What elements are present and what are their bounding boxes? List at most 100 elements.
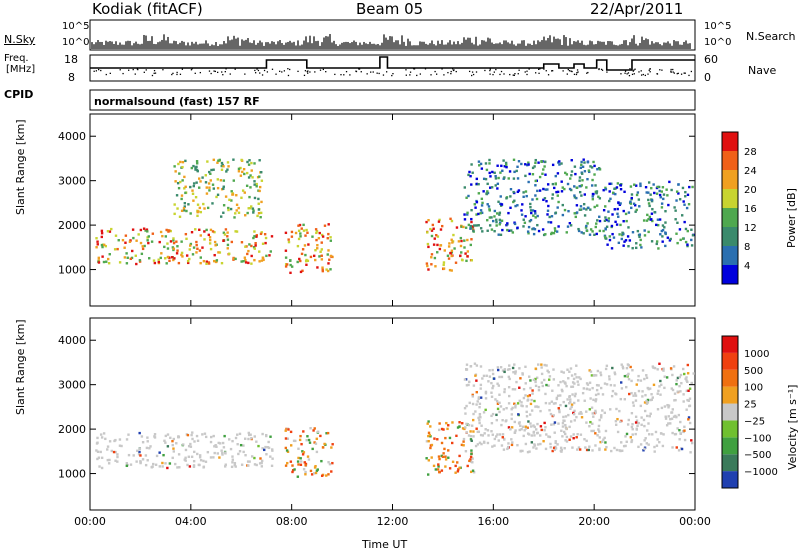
data-cell — [574, 172, 577, 176]
data-cell — [621, 449, 624, 452]
data-cell — [448, 242, 451, 245]
data-cell — [579, 433, 583, 436]
data-cell — [477, 396, 481, 399]
data-cell — [595, 388, 599, 392]
data-cell — [680, 214, 684, 217]
data-cell — [211, 202, 214, 205]
data-cell — [163, 439, 166, 443]
data-cell — [195, 162, 199, 165]
data-cell — [567, 377, 570, 380]
data-cell — [212, 259, 216, 263]
data-cell — [450, 251, 454, 254]
data-cell — [591, 422, 594, 425]
data-cell — [141, 458, 145, 461]
data-cell — [452, 233, 455, 237]
data-cell — [662, 433, 665, 436]
nave-dot — [179, 73, 182, 75]
data-cell — [164, 462, 167, 465]
nave-dot — [181, 68, 184, 70]
data-cell — [174, 462, 177, 466]
data-cell — [604, 205, 607, 208]
data-cell — [541, 228, 545, 231]
data-cell — [542, 187, 545, 191]
data-cell — [631, 433, 634, 436]
data-cell — [608, 182, 611, 186]
data-cell — [637, 421, 640, 425]
data-cell — [469, 460, 473, 463]
data-cell — [254, 242, 257, 245]
nave-dot — [95, 70, 98, 72]
data-cell — [308, 441, 312, 444]
data-cell — [248, 195, 251, 199]
data-cell — [438, 218, 441, 222]
data-cell — [504, 420, 507, 423]
data-cell — [635, 242, 638, 245]
nave-dot — [518, 69, 520, 71]
data-cell — [463, 378, 467, 381]
colorbar-segment — [722, 132, 738, 151]
data-cell — [253, 463, 257, 466]
data-cell — [568, 370, 571, 373]
data-cell — [516, 226, 519, 229]
data-cell — [524, 442, 528, 446]
data-cell — [580, 194, 583, 197]
data-cell — [214, 244, 217, 247]
data-cell — [513, 199, 516, 202]
data-cell — [497, 233, 500, 236]
nave-dot — [575, 73, 578, 76]
nave-dot — [471, 74, 473, 77]
data-cell — [519, 377, 522, 380]
data-cell — [479, 209, 483, 212]
nave-dot — [358, 68, 361, 70]
data-cell — [617, 241, 621, 245]
data-cell — [622, 444, 626, 448]
nave-dot — [176, 71, 178, 74]
data-cell — [222, 204, 226, 207]
data-cell — [650, 218, 653, 221]
data-cell — [220, 161, 224, 165]
data-cell — [112, 450, 116, 454]
data-cell — [199, 210, 203, 214]
data-cell — [552, 423, 556, 426]
data-cell — [598, 215, 601, 218]
nave-dot — [598, 68, 600, 70]
data-cell — [231, 439, 234, 443]
data-cell — [659, 432, 663, 435]
data-cell — [462, 444, 465, 447]
data-cell — [690, 441, 694, 445]
data-cell — [244, 261, 248, 264]
data-cell — [202, 459, 205, 463]
nave-dot — [366, 73, 368, 75]
data-cell — [638, 235, 641, 239]
data-cell — [214, 444, 217, 447]
data-cell — [475, 213, 478, 216]
data-cell — [124, 241, 127, 244]
data-cell — [321, 269, 324, 273]
data-cell — [253, 180, 256, 183]
data-cell — [466, 250, 470, 253]
data-cell — [101, 245, 104, 249]
data-cell — [560, 162, 563, 165]
data-cell — [116, 460, 119, 463]
colorbar-tick: −1000 — [744, 467, 778, 478]
data-cell — [503, 176, 506, 179]
data-cell — [235, 194, 238, 197]
data-cell — [437, 455, 441, 458]
data-cell — [302, 229, 306, 232]
data-cell — [643, 377, 646, 381]
data-cell — [500, 423, 503, 427]
data-cell — [263, 448, 266, 452]
nave-dot — [307, 72, 309, 74]
data-cell — [441, 455, 445, 459]
data-cell — [480, 204, 484, 207]
data-cell — [664, 221, 667, 224]
data-cell — [544, 401, 548, 405]
data-cell — [601, 409, 604, 412]
nave-dot — [489, 69, 491, 72]
data-cell — [573, 401, 576, 405]
data-cell — [466, 238, 469, 242]
data-cell — [195, 240, 198, 244]
data-cell — [516, 204, 519, 207]
nave-dot — [424, 68, 427, 70]
colorbar-segment — [722, 471, 738, 488]
